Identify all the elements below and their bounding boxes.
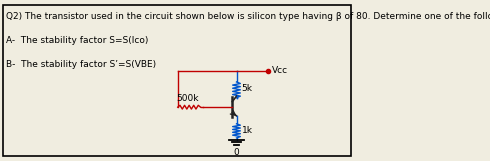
Text: B-  The stability factor S’=S(VBE): B- The stability factor S’=S(VBE) [5, 60, 156, 69]
Text: Vcc: Vcc [271, 66, 288, 75]
Text: 1k: 1k [242, 126, 253, 135]
Text: Q2) The transistor used in the circuit shown below is silicon type having β of 8: Q2) The transistor used in the circuit s… [5, 12, 490, 21]
Text: A-  The stability factor S=S(Ico): A- The stability factor S=S(Ico) [5, 36, 148, 45]
Text: 500k: 500k [176, 94, 198, 103]
Text: 5k: 5k [242, 84, 253, 93]
Text: 0: 0 [234, 148, 240, 157]
